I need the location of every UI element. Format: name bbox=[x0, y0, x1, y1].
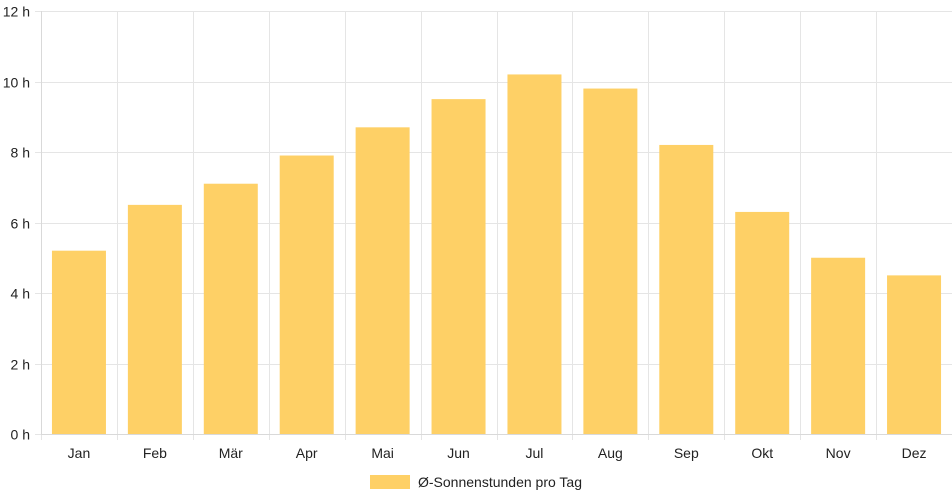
bar[interactable] bbox=[279, 155, 334, 434]
y-tick-label: 12 h bbox=[3, 4, 30, 20]
grid-lines bbox=[35, 11, 952, 440]
bar[interactable] bbox=[887, 275, 942, 434]
x-tick-label: Mär bbox=[219, 445, 243, 461]
x-tick-label: Aug bbox=[598, 445, 623, 461]
y-tick-label: 10 h bbox=[3, 75, 30, 91]
y-tick-label: 8 h bbox=[11, 145, 30, 161]
x-tick-label: Jan bbox=[68, 445, 91, 461]
y-tick-label: 0 h bbox=[11, 427, 30, 443]
legend-label[interactable]: Ø-Sonnenstunden pro Tag bbox=[418, 474, 582, 490]
bar[interactable] bbox=[51, 250, 106, 434]
x-tick-label: Mai bbox=[371, 445, 394, 461]
x-tick-label: Nov bbox=[826, 445, 851, 461]
bar[interactable] bbox=[431, 99, 486, 434]
x-tick-label: Sep bbox=[674, 445, 699, 461]
bar[interactable] bbox=[355, 127, 410, 434]
bar[interactable] bbox=[127, 204, 182, 434]
bar[interactable] bbox=[583, 88, 638, 435]
y-tick-label: 2 h bbox=[11, 357, 30, 373]
x-tick-labels: Jan Feb Mär Apr Mai Jun Jul Aug Sep Okt Nov Dez bbox=[68, 445, 927, 461]
bar[interactable] bbox=[659, 144, 714, 434]
y-tick-labels: 0 h 2 h 4 h 6 h 8 h 10 h 12 h bbox=[3, 4, 30, 443]
x-tick-label: Apr bbox=[296, 445, 318, 461]
x-tick-label: Jul bbox=[526, 445, 544, 461]
x-tick-label: Okt bbox=[751, 445, 773, 461]
bar[interactable] bbox=[507, 74, 562, 434]
bar[interactable] bbox=[811, 257, 866, 434]
bar-series bbox=[51, 74, 942, 435]
legend-swatch[interactable] bbox=[370, 475, 410, 489]
axes bbox=[41, 11, 952, 435]
x-tick-label: Dez bbox=[902, 445, 927, 461]
x-tick-label: Jun bbox=[447, 445, 470, 461]
bar[interactable] bbox=[203, 183, 258, 434]
legend[interactable]: Ø-Sonnenstunden pro Tag bbox=[370, 474, 582, 490]
y-tick-label: 6 h bbox=[11, 216, 30, 232]
bar[interactable] bbox=[735, 211, 790, 434]
y-tick-label: 4 h bbox=[11, 286, 30, 302]
x-tick-label: Feb bbox=[143, 445, 167, 461]
